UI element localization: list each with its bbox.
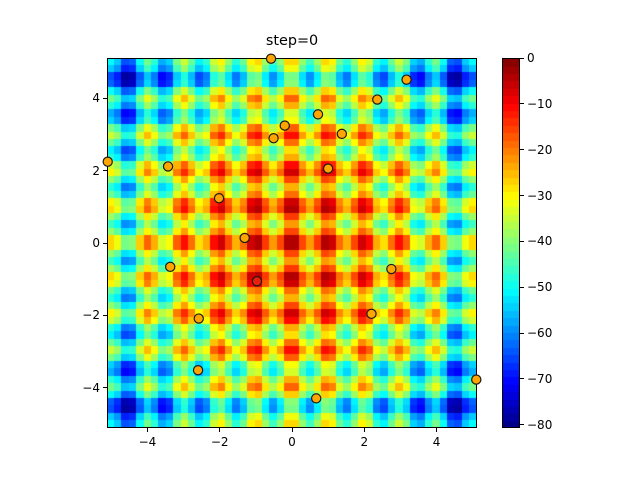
- colorbar-tick-label: −70: [527, 371, 553, 386]
- colorbar-tick-label: −30: [527, 188, 553, 203]
- y-tick-label: 2: [92, 163, 100, 178]
- chart-title: step=0: [265, 33, 319, 49]
- colorbar-tick: [520, 57, 524, 59]
- colorbar-tick: [520, 378, 524, 380]
- heatmap-plot: [107, 58, 477, 428]
- y-tick: [103, 314, 107, 316]
- y-tick: [103, 387, 107, 389]
- y-tick: [103, 170, 107, 172]
- colorbar-tick-label: −40: [527, 234, 553, 249]
- colorbar-tick-label: −80: [527, 417, 553, 432]
- colorbar: [502, 58, 520, 428]
- colorbar-tick-label: −60: [527, 326, 553, 341]
- x-tick-label: 0: [288, 435, 296, 449]
- x-tick-label: −2: [210, 435, 229, 449]
- colorbar-tick: [520, 103, 524, 105]
- x-tick-label: 2: [360, 435, 369, 449]
- colorbar-tick: [520, 149, 524, 151]
- x-tick-label: −4: [138, 435, 157, 449]
- x-tick: [291, 428, 293, 432]
- colorbar-tick-label: −20: [527, 142, 553, 157]
- x-tick: [436, 428, 438, 432]
- x-tick: [363, 428, 365, 432]
- y-tick-label: 4: [92, 91, 100, 106]
- colorbar-tick: [520, 332, 524, 334]
- x-tick-label: 4: [432, 435, 441, 449]
- y-tick-label: −2: [82, 308, 100, 323]
- x-tick: [219, 428, 221, 432]
- colorbar-tick: [520, 240, 524, 242]
- y-tick-label: −4: [82, 380, 100, 395]
- colorbar-tick-label: 0: [527, 51, 535, 65]
- colorbar-tick: [520, 195, 524, 197]
- y-tick: [103, 97, 107, 99]
- colorbar-tick: [520, 424, 524, 426]
- colorbar-tick: [520, 286, 524, 288]
- x-tick: [146, 428, 148, 432]
- colorbar-frame: [502, 58, 520, 428]
- colorbar-tick-label: −50: [527, 280, 553, 295]
- colorbar-tick-label: −10: [527, 96, 553, 111]
- y-tick: [103, 242, 107, 244]
- y-tick-label: 0: [92, 236, 100, 250]
